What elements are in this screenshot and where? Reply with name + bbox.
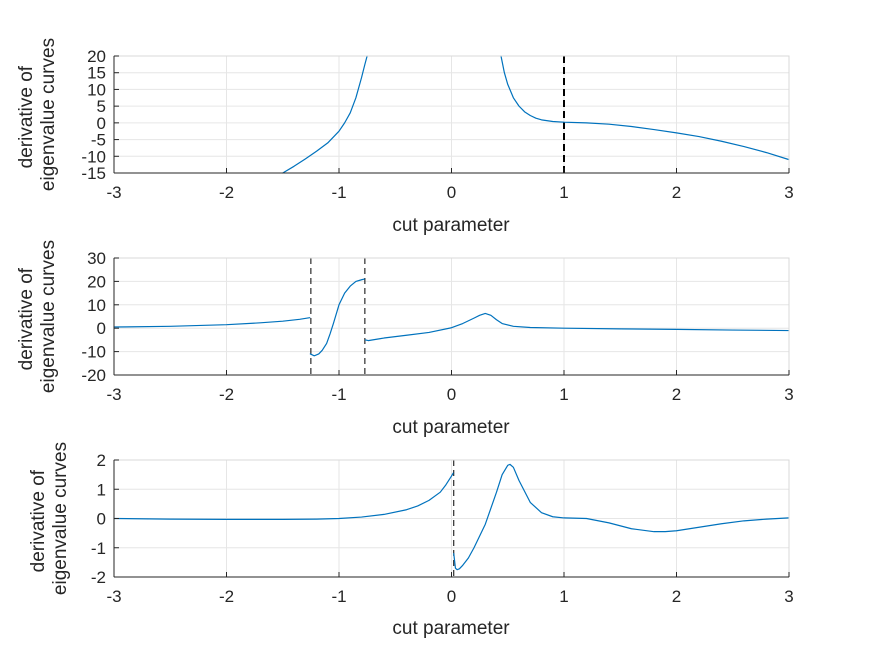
subplot-1-ytick-label-0: 20	[87, 47, 106, 66]
subplot-2-xtick-label-4: 1	[559, 385, 568, 404]
subplot-2-xlabel: cut parameter	[392, 417, 510, 438]
subplot-2-ytick-label-1: 20	[87, 272, 106, 291]
subplot-1-xtick-label-1: -2	[219, 183, 234, 202]
subplot-1-ytick-label-6: -10	[81, 147, 106, 166]
subplot-3-xtick-label-2: -1	[331, 587, 346, 606]
subplot-1-xlabel: cut parameter	[392, 215, 510, 236]
subplot-3-ytick-label-0: 2	[97, 451, 106, 470]
subplot-1-ytick-label-2: 10	[87, 80, 106, 99]
subplot-1-xtick-label-0: -3	[106, 183, 121, 202]
subplot-1-ylabel-line-2: eigenvalue curves	[38, 38, 59, 191]
subplot-1-ylabel: derivative of eigenvalue curves	[16, 38, 59, 191]
subplot-1-xtick-label-3: 0	[447, 183, 456, 202]
subplot-1-xtick-label-6: 3	[784, 183, 793, 202]
subplot-1-ylabel-line-1: derivative of	[16, 65, 37, 168]
subplot-1-ytick-label-5: -5	[91, 131, 106, 150]
subplot-3-xtick-label-6: 3	[784, 587, 793, 606]
subplot-2-ylabel-line-2: eigenvalue curves	[38, 240, 59, 393]
subplot-3-ytick-label-4: -2	[91, 568, 106, 587]
subplot-2-series-1	[309, 278, 365, 357]
subplot-1-ytick-label-3: 5	[97, 97, 106, 116]
subplot-1-xtick-label-5: 2	[672, 183, 681, 202]
subplot-3-xtick-label-0: -3	[106, 587, 121, 606]
subplot-3-series-0	[113, 472, 454, 520]
subplot-3-xtick-label-3: 0	[447, 587, 456, 606]
subplot-3-ylabel-line-1: derivative of	[28, 469, 49, 572]
subplot-2-ytick-label-3: 0	[97, 319, 106, 338]
subplot-3-ytick-label-2: 0	[97, 510, 106, 529]
subplot-2-series	[113, 278, 790, 357]
subplot-2-xtick-label-6: 3	[784, 385, 793, 404]
subplot-3-ytick-label-1: 1	[97, 480, 106, 499]
subplot-1-ytick-label-7: -15	[81, 164, 106, 183]
subplot-2-ylabel: derivative of eigenvalue curves	[16, 240, 59, 393]
subplot-3-series	[113, 463, 790, 571]
subplot-2-series-0	[113, 317, 311, 328]
subplot-3-ylabel: derivative of eigenvalue curves	[28, 442, 71, 595]
subplot-3-series-1	[453, 463, 790, 571]
subplot-2-xtick-label-2: -1	[331, 385, 346, 404]
subplot-2-ytick-label-2: 10	[87, 296, 106, 315]
subplot-3-ylabel-line-2: eigenvalue curves	[50, 442, 71, 595]
subplot-2-xtick-label-3: 0	[447, 385, 456, 404]
subplot-3-xlabel: cut parameter	[392, 618, 510, 639]
subplot-1-ytick-label-1: 15	[87, 64, 106, 83]
subplot-2-ytick-label-0: 30	[87, 249, 106, 268]
subplot-1-xtick-label-4: 1	[559, 183, 568, 202]
subplot-3-ytick-label-3: -1	[91, 539, 106, 558]
subplot-1-ytick-label-4: 0	[97, 114, 106, 133]
subplot-1-series	[282, 55, 790, 174]
subplot-1-series-1	[500, 55, 790, 161]
subplot-2-xtick-label-5: 2	[672, 385, 681, 404]
subplot-1-series-0	[282, 55, 368, 174]
subplot-2-series-2	[364, 312, 790, 342]
subplot-3-xtick-label-4: 1	[559, 587, 568, 606]
subplot-2-ytick-label-5: -20	[81, 366, 106, 385]
subplot-2-ytick-label-4: -10	[81, 343, 106, 362]
subplot-2-xtick-label-0: -3	[106, 385, 121, 404]
subplot-2-xtick-label-1: -2	[219, 385, 234, 404]
subplot-3-xtick-label-5: 2	[672, 587, 681, 606]
subplot-1-xtick-label-2: -1	[331, 183, 346, 202]
subplot-2-ylabel-line-1: derivative of	[16, 267, 37, 370]
subplot-3-xtick-label-1: -2	[219, 587, 234, 606]
